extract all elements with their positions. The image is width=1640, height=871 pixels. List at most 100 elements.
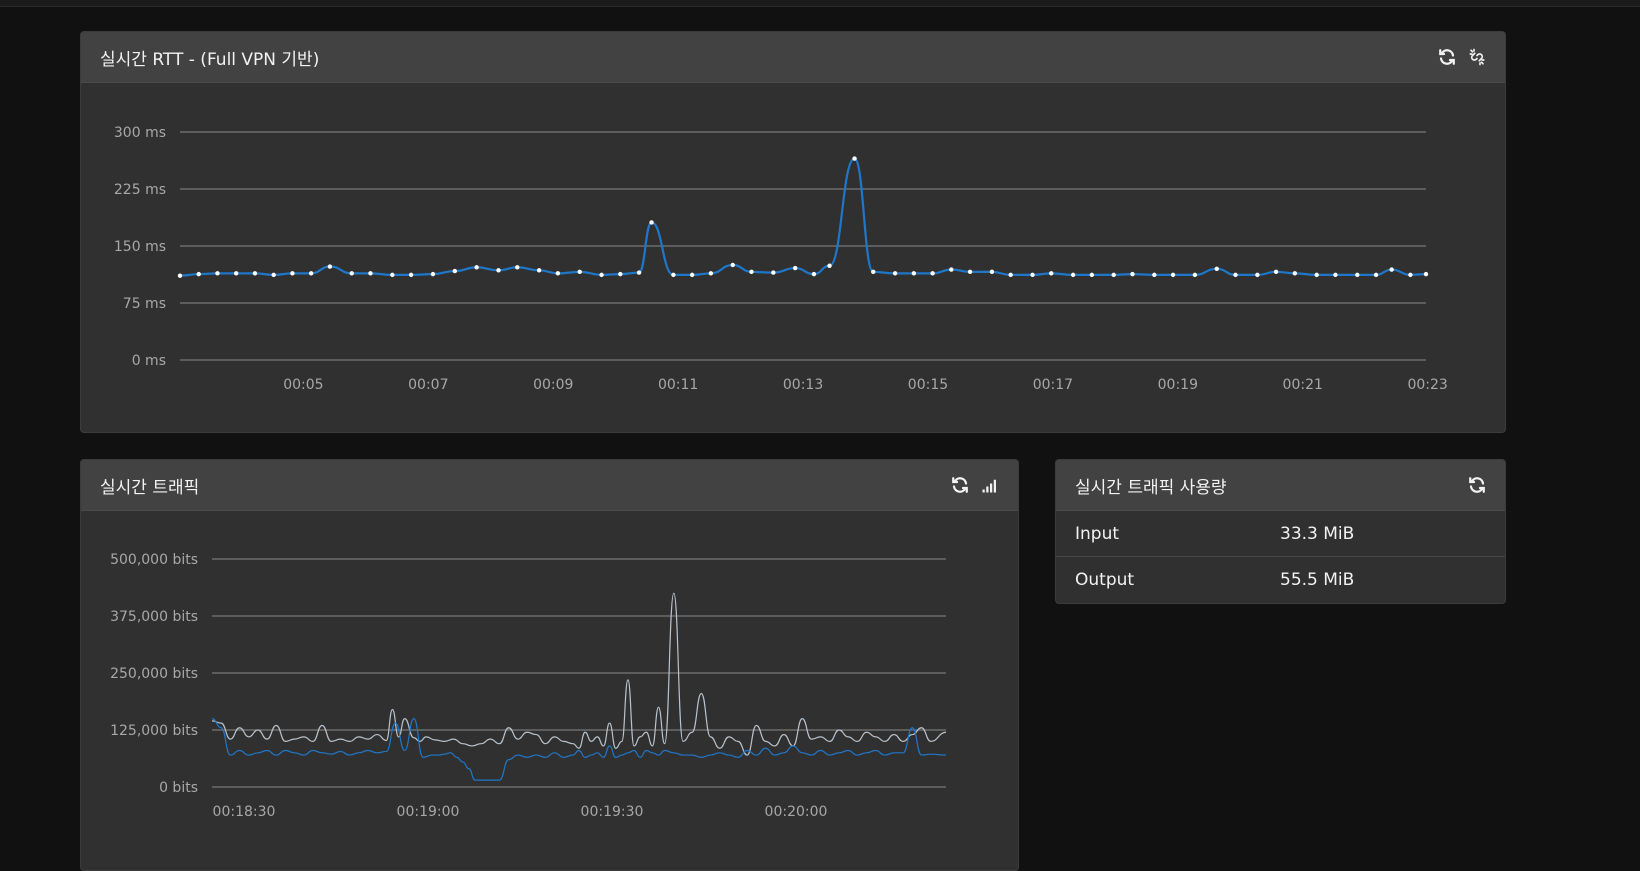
data-point bbox=[234, 271, 239, 276]
data-point bbox=[408, 272, 414, 278]
x-tick-label: 00:11 bbox=[658, 377, 698, 393]
data-point bbox=[327, 264, 333, 269]
data-point bbox=[1152, 272, 1157, 278]
y-tick-label: 75 ms bbox=[123, 296, 166, 312]
series-line-0 bbox=[211, 592, 947, 756]
data-point bbox=[1255, 272, 1260, 278]
data-point bbox=[1070, 272, 1076, 278]
usage-label: Output bbox=[1075, 569, 1135, 590]
data-point bbox=[1233, 272, 1238, 278]
refresh-icon[interactable] bbox=[1467, 475, 1487, 495]
y-tick-label: 0 bits bbox=[159, 780, 198, 796]
data-point bbox=[1273, 269, 1279, 275]
rtt-panel-title: 실시간 RTT - (Full VPN 기반) bbox=[100, 49, 320, 70]
usage-row-output: Output 55.5 MiB bbox=[1056, 557, 1505, 602]
data-point bbox=[599, 272, 604, 278]
data-point bbox=[967, 269, 973, 275]
rtt-panel-header: 실시간 RTT - (Full VPN 기반) bbox=[81, 32, 1505, 83]
usage-label: Input bbox=[1075, 523, 1120, 544]
y-tick-label: 500,000 bits bbox=[110, 552, 198, 568]
data-point bbox=[671, 272, 676, 278]
data-point bbox=[871, 269, 876, 275]
data-point bbox=[390, 272, 395, 278]
x-tick-label: 00:21 bbox=[1283, 377, 1323, 393]
data-point bbox=[536, 268, 542, 273]
data-point bbox=[496, 268, 501, 273]
usage-panel-header: 실시간 트래픽 사용량 bbox=[1056, 460, 1505, 511]
data-point bbox=[1355, 272, 1360, 278]
usage-table: Input 33.3 MiB Output 55.5 MiB bbox=[1056, 511, 1505, 602]
y-tick-label: 300 ms bbox=[114, 125, 166, 141]
data-point bbox=[252, 271, 258, 276]
data-point bbox=[1408, 272, 1413, 278]
data-point bbox=[430, 271, 436, 277]
x-tick-label: 00:07 bbox=[408, 377, 448, 393]
data-point bbox=[177, 273, 183, 278]
traffic-panel: 실시간 트래픽 0 bits 125,000 bits 250,000 bits 37… bbox=[80, 459, 1019, 871]
x-tick-label: 00:18:30 bbox=[213, 804, 276, 820]
data-point bbox=[196, 271, 201, 277]
data-point bbox=[1030, 272, 1035, 278]
usage-row-input: Input 33.3 MiB bbox=[1056, 511, 1505, 557]
refresh-icon[interactable] bbox=[1437, 47, 1457, 67]
data-point bbox=[368, 271, 373, 276]
data-point bbox=[792, 265, 798, 271]
top-bar bbox=[0, 0, 1640, 7]
y-tick-label: 150 ms bbox=[114, 239, 166, 255]
traffic-panel-title: 실시간 트래픽 bbox=[100, 477, 200, 498]
data-point bbox=[349, 271, 354, 276]
data-point bbox=[649, 220, 654, 225]
traffic-chart-svg: 0 bits 125,000 bits 250,000 bits 375,000 bi… bbox=[110, 552, 947, 820]
data-point bbox=[1373, 272, 1379, 278]
data-point bbox=[215, 271, 220, 276]
data-point bbox=[452, 268, 458, 274]
data-point bbox=[515, 265, 520, 270]
data-point bbox=[1130, 271, 1135, 277]
usage-value: 33.3 MiB bbox=[1280, 523, 1355, 544]
data-point bbox=[749, 269, 754, 275]
usage-panel-tools bbox=[1467, 475, 1487, 495]
rtt-chart: 0 ms 75 ms 150 ms 225 ms 300 ms 00:05 00:07 00:… bbox=[81, 83, 1505, 431]
data-point bbox=[636, 270, 642, 275]
x-tick-label: 00:23 bbox=[1407, 377, 1447, 393]
data-point bbox=[771, 270, 776, 275]
data-point bbox=[618, 271, 623, 277]
data-point bbox=[1049, 271, 1054, 276]
series-line-0 bbox=[179, 157, 1427, 277]
data-point bbox=[1214, 266, 1219, 271]
x-tick-label: 00:19:00 bbox=[397, 804, 460, 820]
data-point bbox=[308, 271, 314, 276]
data-point bbox=[811, 271, 817, 277]
data-point bbox=[577, 269, 582, 275]
series-line-1 bbox=[211, 717, 947, 781]
data-point bbox=[827, 263, 832, 268]
data-point bbox=[1111, 272, 1116, 278]
data-point bbox=[1423, 271, 1429, 277]
signal-bars-icon[interactable] bbox=[980, 475, 1000, 495]
data-point bbox=[689, 272, 695, 278]
y-tick-label: 250,000 bits bbox=[110, 666, 198, 682]
x-tick-label: 00:13 bbox=[783, 377, 823, 393]
usage-value: 55.5 MiB bbox=[1280, 569, 1355, 590]
y-tick-label: 225 ms bbox=[114, 182, 166, 198]
y-tick-label: 375,000 bits bbox=[110, 609, 198, 625]
data-point bbox=[271, 272, 276, 278]
x-tick-label: 00:17 bbox=[1033, 377, 1073, 393]
y-tick-label: 125,000 bits bbox=[110, 723, 198, 739]
data-point bbox=[911, 271, 917, 276]
data-point bbox=[1008, 272, 1013, 278]
rtt-panel: 실시간 RTT - (Full VPN 기반) 0 ms 75 ms 150 ms 2… bbox=[80, 31, 1506, 433]
data-point bbox=[1389, 267, 1394, 272]
usage-panel-title: 실시간 트래픽 사용량 bbox=[1075, 477, 1227, 498]
x-tick-label: 00:20:00 bbox=[765, 804, 828, 820]
data-point bbox=[1333, 272, 1338, 278]
data-point bbox=[852, 156, 857, 161]
x-tick-label: 00:19 bbox=[1158, 377, 1198, 393]
refresh-icon[interactable] bbox=[950, 475, 970, 495]
data-point bbox=[1192, 272, 1198, 278]
data-point bbox=[1089, 272, 1095, 278]
y-tick-label: 0 ms bbox=[132, 353, 166, 369]
rtt-panel-tools bbox=[1437, 47, 1487, 67]
unlink-icon[interactable] bbox=[1467, 47, 1487, 67]
data-point bbox=[290, 271, 295, 276]
